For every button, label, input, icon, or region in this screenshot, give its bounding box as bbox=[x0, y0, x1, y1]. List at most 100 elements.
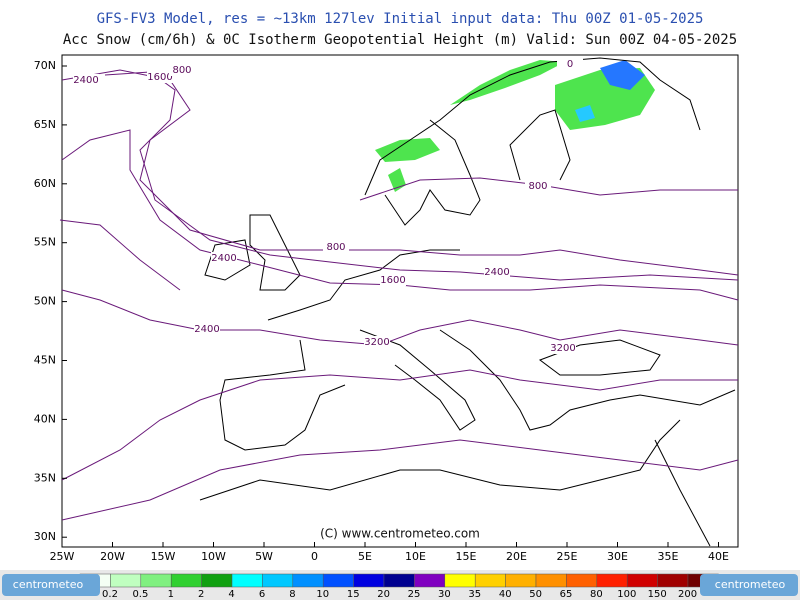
contour-label: 2400 bbox=[211, 253, 236, 264]
contour-label-bg bbox=[169, 64, 195, 76]
lon-label: 10E bbox=[405, 550, 426, 563]
colorbar-label: 50 bbox=[529, 589, 542, 600]
colorbar-label: 25 bbox=[408, 589, 421, 600]
colorbar-label: 100 bbox=[617, 589, 636, 600]
contour-label: 2400 bbox=[194, 324, 219, 335]
lat-label: 30N bbox=[34, 530, 56, 543]
coastline bbox=[219, 339, 346, 451]
contour-label: 800 bbox=[326, 242, 345, 253]
contour-label-bg bbox=[364, 336, 390, 348]
lon-label: 25E bbox=[557, 550, 578, 563]
colorbar-label: 0.2 bbox=[102, 589, 118, 600]
coastline bbox=[249, 214, 301, 291]
colorbar-cell bbox=[292, 573, 324, 588]
coastline bbox=[199, 419, 681, 501]
contour-label-bg bbox=[380, 274, 406, 286]
colorbar-label: 35 bbox=[468, 589, 481, 600]
lon-label: 20E bbox=[506, 550, 527, 563]
contour-label-bg bbox=[147, 71, 173, 83]
coastline bbox=[204, 239, 251, 281]
coastline bbox=[509, 109, 571, 181]
colorbar-label: 40 bbox=[499, 589, 512, 600]
colorbar-cell bbox=[474, 573, 506, 588]
contour-label-bg bbox=[525, 180, 551, 192]
coastline bbox=[267, 249, 460, 321]
contour-label: 0 bbox=[567, 59, 573, 70]
contour-label: 3200 bbox=[550, 343, 575, 354]
snow-patch bbox=[600, 60, 645, 90]
logo-right bbox=[700, 574, 798, 596]
contour-line bbox=[59, 219, 181, 291]
copyright: (C) www.centrometeo.com bbox=[320, 527, 480, 541]
contour-label: 800 bbox=[528, 181, 547, 192]
lat-label: 35N bbox=[34, 471, 56, 484]
colorbar-cell bbox=[596, 573, 628, 588]
colorbar-cell bbox=[505, 573, 537, 588]
lon-label: 20W bbox=[100, 550, 125, 563]
colorbar-cell bbox=[444, 573, 476, 588]
contour-label: 1600 bbox=[380, 275, 405, 286]
logo-text: centrometeo bbox=[715, 578, 786, 591]
contour-line bbox=[61, 439, 739, 521]
contour-label-bg bbox=[323, 241, 349, 253]
lon-label: 35E bbox=[658, 550, 679, 563]
coastline bbox=[538, 339, 661, 376]
colorbar-cell bbox=[201, 573, 233, 588]
lon-label: 10W bbox=[201, 550, 226, 563]
colorbar-label: 20 bbox=[377, 589, 390, 600]
colorbar-cell bbox=[383, 573, 415, 588]
colorbar-cell bbox=[657, 573, 689, 588]
lon-label: 5E bbox=[358, 550, 372, 563]
contour-label-bg bbox=[550, 342, 576, 354]
lon-label: 40E bbox=[708, 550, 729, 563]
colorbar-label: 150 bbox=[648, 589, 667, 600]
colorbar-cell bbox=[262, 573, 294, 588]
colorbar-cell bbox=[414, 573, 446, 588]
lon-label: 15W bbox=[151, 550, 176, 563]
contour-label: 2400 bbox=[484, 267, 509, 278]
snow-patch bbox=[450, 60, 565, 105]
colorbar-strip: 0.2 0.5 1 2 4 6 8 10 15 20 25 30 35 40 50 65 80 100 150 200… bbox=[0, 570, 800, 600]
contour-line bbox=[61, 289, 739, 346]
lat-label: 50N bbox=[34, 295, 56, 308]
colorbar-label: 2 bbox=[198, 589, 204, 600]
contour-label: 1600 bbox=[147, 72, 172, 83]
contour-line bbox=[104, 71, 739, 281]
colorbar-label: 0.5 bbox=[132, 589, 148, 600]
colorbar-label: 6 bbox=[259, 589, 265, 600]
colorbar-cell bbox=[566, 573, 598, 588]
colorbar-cell bbox=[110, 573, 142, 588]
lon-label: 30E bbox=[607, 550, 628, 563]
contour-line bbox=[61, 69, 739, 276]
contour-line bbox=[61, 129, 739, 301]
colorbar-label: 30 bbox=[438, 589, 451, 600]
coastline bbox=[384, 119, 481, 226]
colorbar-cell bbox=[170, 573, 202, 588]
contour-line bbox=[61, 369, 738, 481]
contour-label-bg bbox=[73, 74, 99, 86]
lon-label: 0 bbox=[311, 550, 318, 563]
colorbar-label: 65 bbox=[560, 589, 573, 600]
colorbar-label: 15 bbox=[347, 589, 360, 600]
lat-label: 70N bbox=[34, 59, 56, 72]
contour-label: 2400 bbox=[73, 75, 98, 86]
map-labels: 70N 65N 60N 55N 50N 45N 40N 35N 30N 25W 20W 15W 10W 5… bbox=[34, 58, 729, 563]
colorbar-cell bbox=[231, 573, 263, 588]
colorbar-label: 8 bbox=[289, 589, 295, 600]
lat-label: 55N bbox=[34, 236, 56, 249]
contour-label-bg bbox=[484, 266, 510, 278]
coastline bbox=[364, 57, 701, 196]
snow-patch bbox=[575, 105, 595, 122]
map: 70N 65N 60N 55N 50N 45N 40N 35N 30N 25W 20W 15W 10W 5… bbox=[34, 54, 739, 563]
contour-label: 3200 bbox=[364, 337, 389, 348]
coastlines bbox=[199, 57, 736, 547]
lat-label: 45N bbox=[34, 354, 56, 367]
header-line-2: Acc Snow (cm/6h) & 0C Isotherm Geopotent… bbox=[63, 32, 737, 48]
contour-label-bg bbox=[211, 252, 237, 264]
lat-label: 65N bbox=[34, 118, 56, 131]
logo-left bbox=[2, 574, 100, 596]
colorbar-cell bbox=[353, 573, 385, 588]
lat-label: 40N bbox=[34, 412, 56, 425]
colorbar-cell bbox=[322, 573, 354, 588]
